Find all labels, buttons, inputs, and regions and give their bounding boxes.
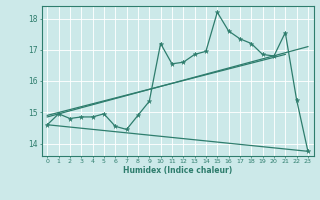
- X-axis label: Humidex (Indice chaleur): Humidex (Indice chaleur): [123, 166, 232, 175]
